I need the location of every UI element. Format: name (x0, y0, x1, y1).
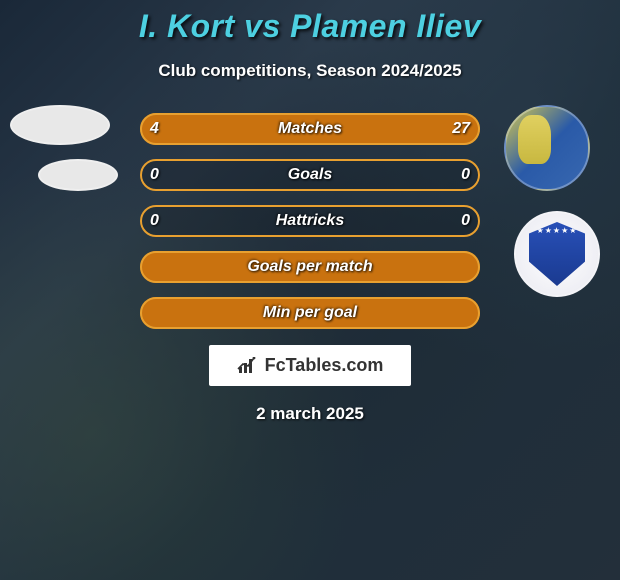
left-player-avatars (10, 105, 118, 191)
stat-bar: 4 27 Matches (140, 113, 480, 145)
stat-value-left: 0 (150, 212, 159, 230)
stat-label: Matches (278, 120, 342, 138)
subtitle: Club competitions, Season 2024/2025 (158, 61, 461, 81)
stat-label: Min per goal (263, 304, 357, 322)
club-right-crest: ★★★★★ (514, 211, 600, 297)
stat-bar: Goals per match (140, 251, 480, 283)
chart-icon (237, 357, 259, 375)
player-left-photo (10, 105, 110, 145)
watermark-text: FcTables.com (265, 355, 384, 376)
watermark-badge: FcTables.com (209, 345, 412, 386)
stat-label: Goals (288, 166, 332, 184)
stat-value-right: 0 (461, 212, 470, 230)
stat-value-left: 4 (150, 120, 159, 138)
stat-value-right: 0 (461, 166, 470, 184)
stat-value-left: 0 (150, 166, 159, 184)
content-wrapper: I. Kort vs Plamen Iliev Club competition… (0, 0, 620, 580)
club-left-crest (38, 159, 118, 191)
stat-value-right: 27 (452, 120, 470, 138)
stat-bars: 4 27 Matches 0 0 Goals 0 0 Hattricks Goals per ma… (140, 113, 480, 329)
stat-bar: 0 0 Hattricks (140, 205, 480, 237)
shield-icon: ★★★★★ (529, 222, 585, 286)
date-label: 2 march 2025 (256, 404, 364, 424)
bar-fill-left (140, 113, 184, 145)
stats-area: ★★★★★ 4 27 Matches 0 0 Goals 0 0 Hattricks Goals … (0, 113, 620, 329)
stat-bar: 0 0 Goals (140, 159, 480, 191)
stat-bar: Min per goal (140, 297, 480, 329)
player-right-photo (504, 105, 590, 191)
right-player-avatars: ★★★★★ (504, 105, 600, 297)
stat-label: Goals per match (247, 258, 372, 276)
stat-label: Hattricks (276, 212, 344, 230)
star-icon: ★★★★★ (537, 226, 578, 235)
page-title: I. Kort vs Plamen Iliev (139, 8, 481, 45)
